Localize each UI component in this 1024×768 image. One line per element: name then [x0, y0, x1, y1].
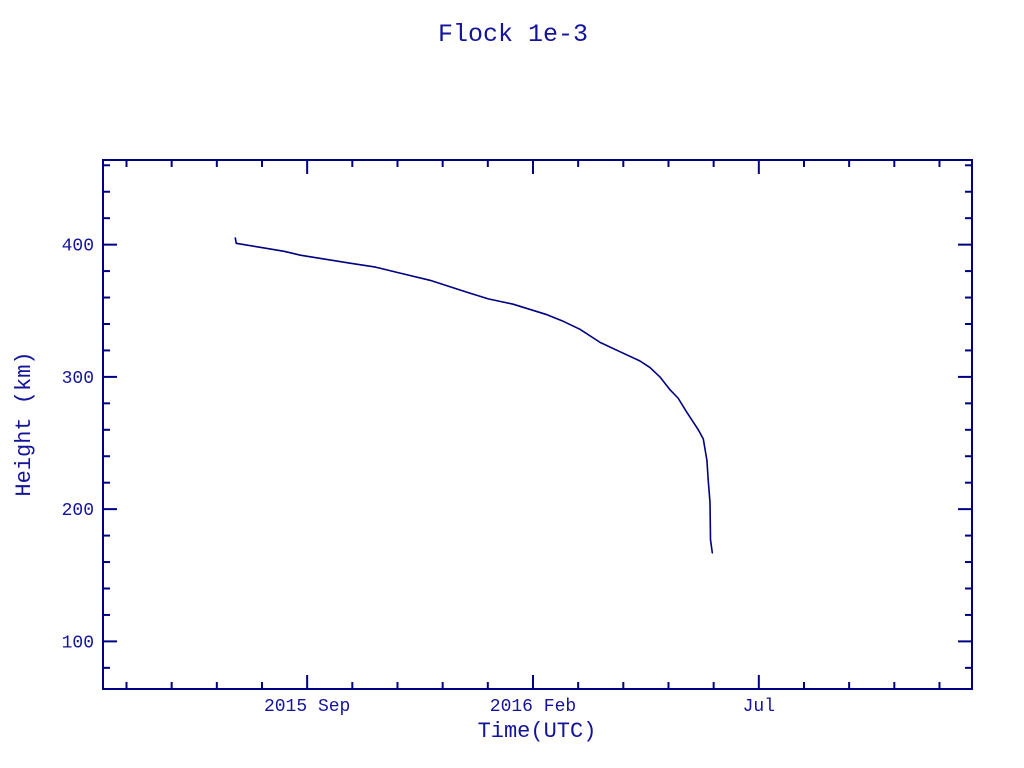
- axis-ticks: [103, 160, 972, 689]
- x-tick-label: Jul: [743, 697, 775, 717]
- y-axis-title: Height (km): [12, 351, 37, 496]
- y-tick-label: 300: [62, 369, 94, 389]
- x-axis-title: Time(UTC): [478, 719, 597, 744]
- chart-title: Flock 1e-3: [438, 20, 588, 49]
- y-tick-label: 100: [62, 633, 94, 653]
- x-tick-label: 2016 Feb: [490, 697, 576, 717]
- y-tick-label: 200: [62, 501, 94, 521]
- x-tick-label: 2015 Sep: [264, 697, 350, 717]
- axis-tick-labels: 2015 Sep 2016 Feb Jul 100 200 300 400: [62, 237, 775, 717]
- plot-frame: [102, 159, 973, 690]
- height-decay-curve: [234, 237, 714, 554]
- y-tick-label: 400: [62, 237, 94, 257]
